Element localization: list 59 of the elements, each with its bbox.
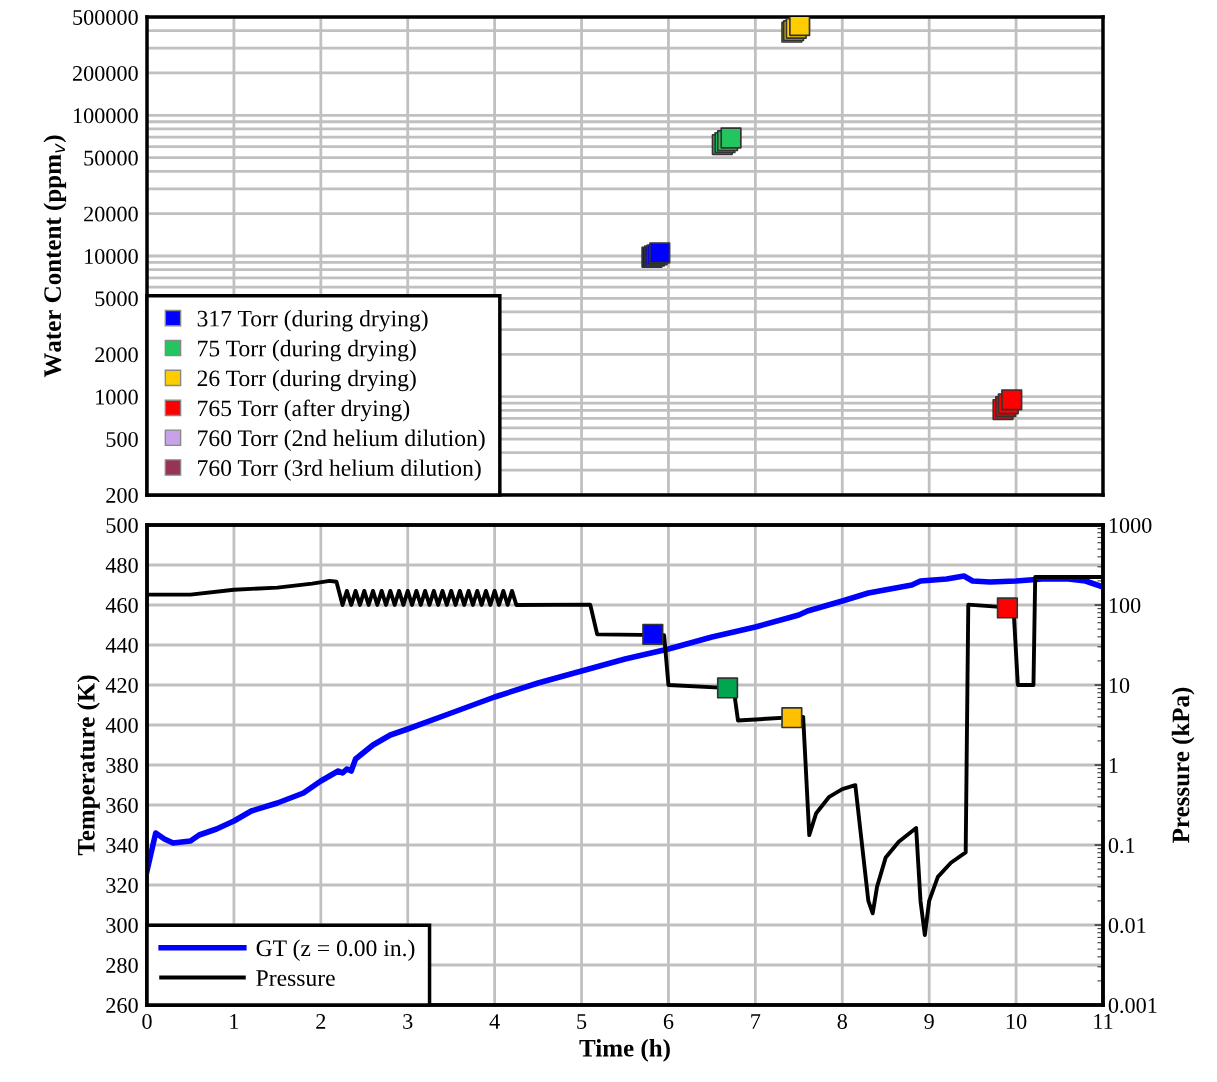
- y-tick-label: 320: [106, 877, 138, 893]
- point: [996, 597, 1019, 619]
- y-tick-label: 280: [106, 957, 138, 973]
- legend-label: 75 Torr (during drying): [198, 339, 416, 362]
- y-tick-label: 50000: [84, 150, 138, 166]
- legend-label: 26 Torr (during drying): [197, 369, 416, 392]
- x-tick-label: 1: [230, 1014, 239, 1029]
- y-tick-label: 1000: [96, 389, 138, 405]
- y-tick-label: 2000: [95, 347, 138, 363]
- y-tick-label: 200: [106, 487, 138, 503]
- legend-label: 765 Torr (after drying): [198, 399, 410, 422]
- legend-label: 760 Torr (2nd helium dilution): [198, 429, 485, 452]
- legend-label: GT (z = 0.00 in.): [256, 939, 415, 962]
- y-axis-title: Temperature (K): [77, 675, 100, 856]
- y-tick-label: 380: [106, 757, 138, 773]
- x-tick-label: 10: [1006, 1013, 1027, 1029]
- y2-tick-label: 0.1: [1108, 837, 1135, 854]
- x-tick-label: 11: [1094, 1014, 1113, 1029]
- x-tick-label: 6: [663, 1014, 674, 1029]
- x-tick-label: 4: [489, 1014, 500, 1029]
- y2-tick-label: 1000: [1109, 517, 1152, 533]
- y2-axis-title: Pressure (kPa): [1171, 687, 1195, 843]
- x-tick-label: 7: [751, 1014, 761, 1029]
- y2-tick-label: 1: [1109, 758, 1118, 773]
- point: [716, 677, 739, 699]
- legend-label: 317 Torr (during drying): [197, 309, 428, 332]
- y-axis-title: Water Content (ppm$_{v}$): [43, 135, 67, 378]
- y2-tick-label: 100: [1109, 597, 1141, 613]
- point: [781, 707, 803, 729]
- y-tick-label: 340: [106, 837, 138, 853]
- x-tick-label: 8: [837, 1013, 847, 1029]
- y-tick-label: 500: [106, 431, 138, 447]
- y-tick-label: 5000: [95, 291, 138, 307]
- y2-tick-label: 0.001: [1108, 997, 1157, 1014]
- y-tick-label: 100000: [73, 108, 138, 124]
- y-tick-label: 20000: [84, 206, 138, 222]
- y2-tick-label: 10: [1109, 677, 1130, 693]
- y-tick-label: 500000: [73, 9, 138, 25]
- y-tick-label: 440: [105, 637, 138, 653]
- y2-tick-label: 0.01: [1108, 917, 1146, 934]
- x-tick-label: 3: [403, 1014, 413, 1029]
- legend-label: 760 Torr (3rd helium dilution): [198, 459, 481, 481]
- y-tick-label: 400: [105, 717, 138, 733]
- point: [642, 623, 664, 645]
- x-tick-label: 0: [142, 1013, 152, 1029]
- legend-label: Pressure: [256, 970, 335, 987]
- y-tick-label: 480: [105, 557, 138, 573]
- y-tick-label: 200000: [72, 65, 138, 81]
- y-tick-label: 360: [106, 797, 138, 813]
- x-tick-label: 5: [577, 1014, 587, 1029]
- y-tick-label: 460: [105, 597, 138, 613]
- x-tick-label: 2: [316, 1014, 326, 1029]
- x-tick-label: 9: [924, 1014, 934, 1029]
- y-tick-label: 420: [105, 677, 138, 693]
- y-tick-label: 10000: [85, 248, 138, 264]
- y-tick-label: 260: [106, 997, 138, 1013]
- y-tick-label: 500: [106, 517, 138, 533]
- y-tick-label: 300: [106, 917, 138, 933]
- x-axis-title: Time (h): [579, 1039, 670, 1062]
